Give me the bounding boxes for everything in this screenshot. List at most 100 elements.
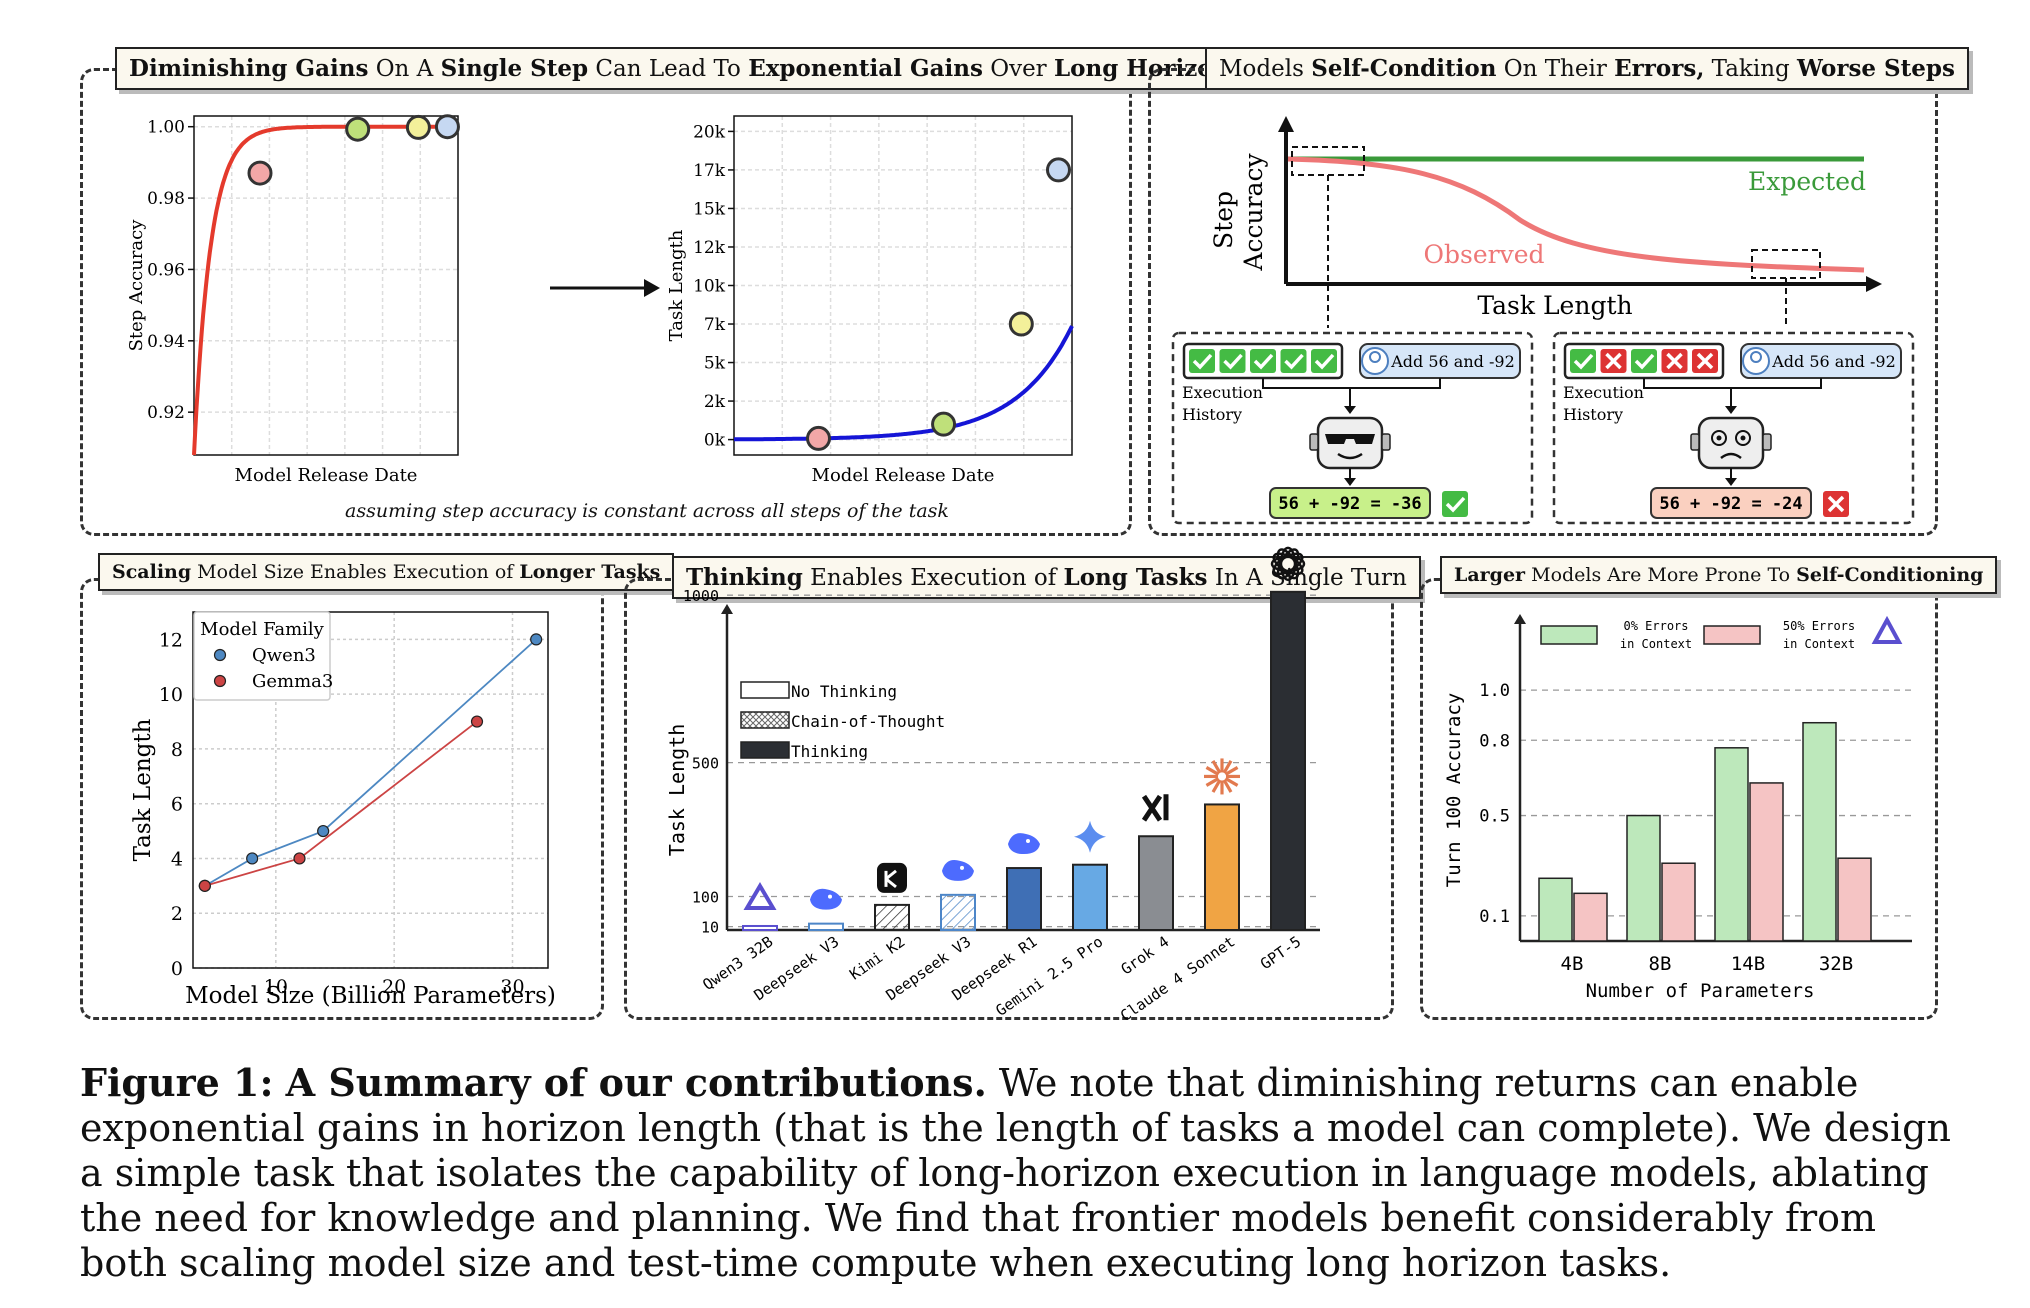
claude-icon	[1222, 760, 1233, 774]
title-run: Over	[982, 56, 1054, 82]
x-tick-label: 30	[500, 976, 524, 998]
legend-swatch	[1540, 625, 1598, 645]
claude-icon	[1224, 766, 1239, 776]
y-axis-label: Turn 100 Accuracy	[1443, 693, 1465, 887]
check-icon	[1314, 353, 1335, 370]
x-axis-label: Number of Parameters	[1586, 980, 1815, 1002]
dizzy-eye	[1735, 430, 1751, 446]
execution-box-correct: Execution History Add 56 and -92 56 + -92 =…	[1171, 331, 1534, 525]
bar	[1661, 862, 1696, 942]
y-tick-label: 0.8	[1479, 731, 1510, 751]
connector-arrow	[1344, 406, 1356, 414]
deepseek-icon	[942, 859, 974, 881]
legend-label: 0% Errors	[1623, 619, 1688, 633]
deepseek-icon-eye	[828, 894, 832, 899]
bar	[1270, 590, 1306, 932]
data-point	[1008, 311, 1034, 337]
category-label: 8B	[1649, 953, 1672, 975]
title-run: Longer Tasks	[519, 561, 661, 583]
y-axis-arrow	[721, 604, 733, 614]
title-run: In A Single Turn	[1207, 565, 1407, 591]
y-tick-label: 7k	[704, 315, 726, 335]
title-run: Models Are More Prone To	[1525, 564, 1797, 586]
trend-ylabel-accuracy: Accuracy	[1239, 153, 1268, 272]
openai-icon	[1272, 552, 1304, 576]
bar	[874, 903, 910, 931]
bar	[1573, 892, 1608, 942]
y-tick-label: 20k	[693, 122, 726, 142]
panel-title-diminishing-gains: Diminishing Gains On A Single Step Can L…	[115, 47, 1244, 90]
y-tick-label: 5k	[704, 354, 726, 374]
data-point	[470, 715, 484, 728]
panel-title-self-condition: Models Self-Condition On Their Errors, T…	[1205, 47, 1969, 90]
bar	[1749, 782, 1784, 942]
dizzy-eye-dot	[1740, 435, 1746, 441]
title-run: On Their	[1496, 56, 1615, 82]
history-label-1: Execution	[1563, 383, 1644, 402]
y-tick-label: 0.96	[147, 260, 185, 280]
execution-box-error: Execution History Add 56 and -92 56 + -92 =…	[1552, 331, 1915, 525]
title-run: Long Tasks	[1063, 564, 1208, 591]
y-tick-label: 12k	[693, 238, 726, 258]
result-text: 56 + -92 = -36	[1278, 494, 1421, 514]
prompt-text: Add 56 and -92	[1771, 352, 1896, 371]
cross-icon	[1696, 352, 1714, 370]
cross-icon	[1827, 495, 1845, 513]
bar	[940, 893, 976, 931]
arrow-to-task-length	[550, 279, 660, 297]
check-icon	[1284, 353, 1304, 370]
observed-label: Observed	[1424, 240, 1545, 269]
robot-ear	[1690, 433, 1700, 451]
claude-icon	[1211, 779, 1222, 793]
y-tick-label: 17k	[693, 161, 726, 181]
check-icon	[1445, 496, 1466, 513]
robot-mouth	[1720, 452, 1742, 460]
robot-ear	[1309, 433, 1319, 451]
history-label-2: History	[1182, 405, 1242, 424]
data-point	[931, 411, 957, 437]
title-run: Can Lead To	[588, 56, 749, 82]
legend-label: 50% Errors	[1783, 619, 1855, 633]
claude-icon	[1205, 777, 1220, 787]
y-tick-label: 15k	[693, 199, 726, 219]
x-axis-label: Model Size (Billion Parameters)	[185, 983, 556, 1009]
panel-title-self-conditioning: Larger Models Are More Prone To Self-Con…	[1440, 556, 1998, 594]
box-frame	[1171, 331, 1534, 525]
y-tick-label: 8	[171, 739, 183, 761]
y-tick-label: 1000	[683, 587, 719, 605]
category-label: 32B	[1819, 953, 1853, 975]
legend-swatch	[740, 711, 790, 729]
data-point	[293, 852, 306, 865]
y-tick-label: 0k	[704, 431, 726, 451]
data-point	[405, 114, 431, 140]
legend-label: Qwen3	[252, 645, 316, 666]
check-icon	[1192, 353, 1213, 370]
cross-icon	[1605, 352, 1622, 370]
data-point	[345, 116, 371, 142]
expected-label: Expected	[1748, 167, 1866, 196]
title-run: Diminishing Gains	[129, 55, 369, 82]
y-axis-label: Task Length	[130, 718, 156, 861]
legend-label: Chain-of-Thought	[791, 712, 945, 731]
result-frame	[1269, 487, 1431, 519]
history-label-1: Execution	[1182, 383, 1263, 402]
y-tick-label: 6	[171, 794, 183, 816]
claude-icon	[1224, 777, 1239, 787]
claude-icon	[1222, 779, 1233, 793]
bar	[1626, 814, 1661, 942]
connector	[1643, 378, 1822, 389]
bar	[1138, 835, 1174, 931]
data-point	[247, 160, 273, 186]
data-point	[198, 879, 211, 892]
data-point	[806, 425, 831, 451]
deepseek-icon	[810, 888, 842, 910]
x-tick-label: 20	[382, 976, 406, 998]
result-check-box	[1442, 491, 1468, 517]
gemini-icon	[1074, 820, 1106, 853]
bar	[1072, 863, 1108, 932]
bar	[1204, 803, 1240, 931]
